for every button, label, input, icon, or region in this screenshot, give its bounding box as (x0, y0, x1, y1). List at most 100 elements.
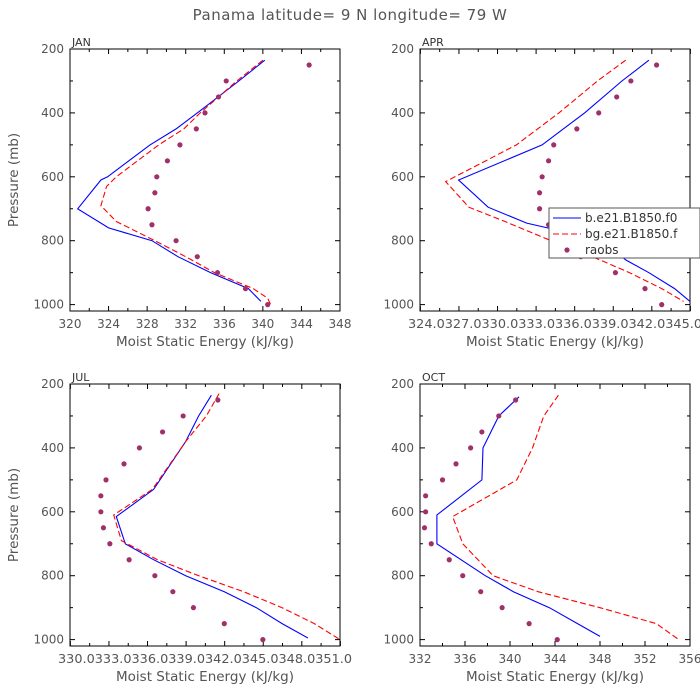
y-axis-label: Pressure (mb) (6, 468, 22, 562)
x-tick-label: 344 (544, 652, 567, 666)
panel-oct: OCT 200 400 600 800 1000 332 336 340 344 348 352 356… (383, 371, 700, 685)
y-tick-label: 1000 (33, 298, 64, 312)
raobs-point (554, 637, 560, 643)
raobs-point (653, 62, 660, 68)
x-tick-label: 332 (174, 317, 197, 331)
panels: JAN 200 400 600 800 1000 320 324 328 332 336 340 344… (6, 36, 700, 685)
raobs-point (574, 126, 580, 132)
raobs-point (152, 573, 158, 579)
y-tick-label: 600 (391, 505, 414, 519)
raobs-point (159, 429, 166, 435)
raobs-point (479, 429, 485, 435)
y-tick-label: 200 (41, 377, 64, 391)
panel-month-label: OCT (422, 371, 445, 384)
raobs-point (170, 589, 176, 595)
x-tick-label: 328 (136, 317, 159, 331)
plot-frame (69, 383, 341, 647)
x-tick-label: 348 (589, 652, 612, 666)
raobs-point (536, 206, 543, 212)
raobs-point (659, 302, 665, 308)
model1-line (436, 396, 601, 637)
y-tick-label: 1000 (383, 298, 414, 312)
y-tick-label: 200 (391, 377, 414, 391)
raobs-point (614, 94, 620, 100)
y-tick-label: 800 (391, 234, 414, 248)
raobs-point (642, 286, 648, 292)
x-tick-labels: 324.0327.0330.0333.0336.0339.0342.0345.0 (408, 317, 700, 331)
y-tick-label: 200 (391, 42, 414, 56)
raobs-point (242, 286, 249, 292)
model1-line (115, 394, 309, 639)
raobs-point (98, 509, 104, 515)
y-axis-label: Pressure (mb) (6, 133, 22, 227)
y-tick-label: 400 (41, 441, 64, 455)
model2-line (444, 59, 684, 302)
x-tick-label: 324 (97, 317, 120, 331)
raobs-point (215, 397, 221, 403)
legend-entry-label: bg.e21.B1850.f (585, 227, 678, 241)
raobs-point (526, 621, 532, 627)
x-tick-label: 320 (59, 317, 82, 331)
raobs-point (423, 493, 429, 499)
raobs-point (260, 637, 266, 643)
raobs-point (221, 621, 227, 627)
raobs-point (173, 238, 179, 244)
raobs-point (215, 94, 222, 100)
plot-frame (419, 383, 691, 647)
raobs-point (453, 461, 459, 467)
raobs-point (194, 254, 200, 260)
raobs-point (628, 78, 634, 84)
raobs-point (428, 541, 434, 547)
raobs-point (265, 302, 271, 308)
raobs-point (107, 541, 113, 547)
model2-line (113, 393, 341, 641)
raobs-point (306, 62, 312, 68)
raobs-point (460, 573, 466, 579)
legend-entry-label: raobs (585, 243, 619, 257)
legend: b.e21.B1850.f0 bg.e21.B1850.f raobs (548, 207, 700, 259)
y-tick-label: 800 (391, 569, 414, 583)
x-tick-label: 340 (499, 652, 522, 666)
raobs-point (193, 126, 199, 132)
raobs-point (478, 589, 484, 595)
raobs-point (421, 525, 428, 531)
legend-entry-label: b.e21.B1850.f0 (585, 211, 677, 225)
raobs-point (126, 557, 132, 563)
raobs-point (223, 78, 229, 84)
y-tick-label: 1000 (33, 633, 64, 647)
y-tick-label: 400 (41, 106, 64, 120)
raobs-point (513, 397, 519, 403)
raobs-point (164, 158, 170, 164)
y-tick-label: 400 (391, 441, 414, 455)
legend-box (548, 207, 700, 259)
plot-frame (69, 48, 341, 312)
plot-frame (419, 48, 691, 312)
y-tick-label: 1000 (383, 633, 414, 647)
raobs-point (612, 270, 619, 276)
raobs-point (149, 222, 155, 228)
raobs-point (100, 525, 107, 531)
y-tick-label: 800 (41, 569, 64, 583)
y-tick-label: 800 (41, 234, 64, 248)
raobs-point (551, 142, 557, 148)
x-tick-label: 332 (409, 652, 432, 666)
raobs-point (180, 413, 186, 419)
x-tick-label: 352 (634, 652, 657, 666)
x-axis-label: Moist Static Energy (kJ/kg) (116, 334, 294, 350)
model2-line (451, 394, 680, 641)
legend-marker-dot (564, 247, 570, 253)
x-tick-label: 336 (213, 317, 236, 331)
panel-jul: JUL 200 400 600 800 1000 330.0333.0336.0339.03… (6, 371, 352, 685)
raobs-point (152, 190, 158, 196)
raobs-point (596, 110, 602, 116)
raobs-point (423, 509, 429, 515)
y-tick-label: 600 (391, 170, 414, 184)
raobs-point (103, 477, 109, 483)
raobs-point (98, 493, 104, 499)
raobs-point (536, 190, 543, 196)
x-tick-label: 348 (329, 317, 352, 331)
raobs-point (145, 206, 151, 212)
model2-line (100, 59, 272, 305)
raobs-point (539, 174, 545, 180)
